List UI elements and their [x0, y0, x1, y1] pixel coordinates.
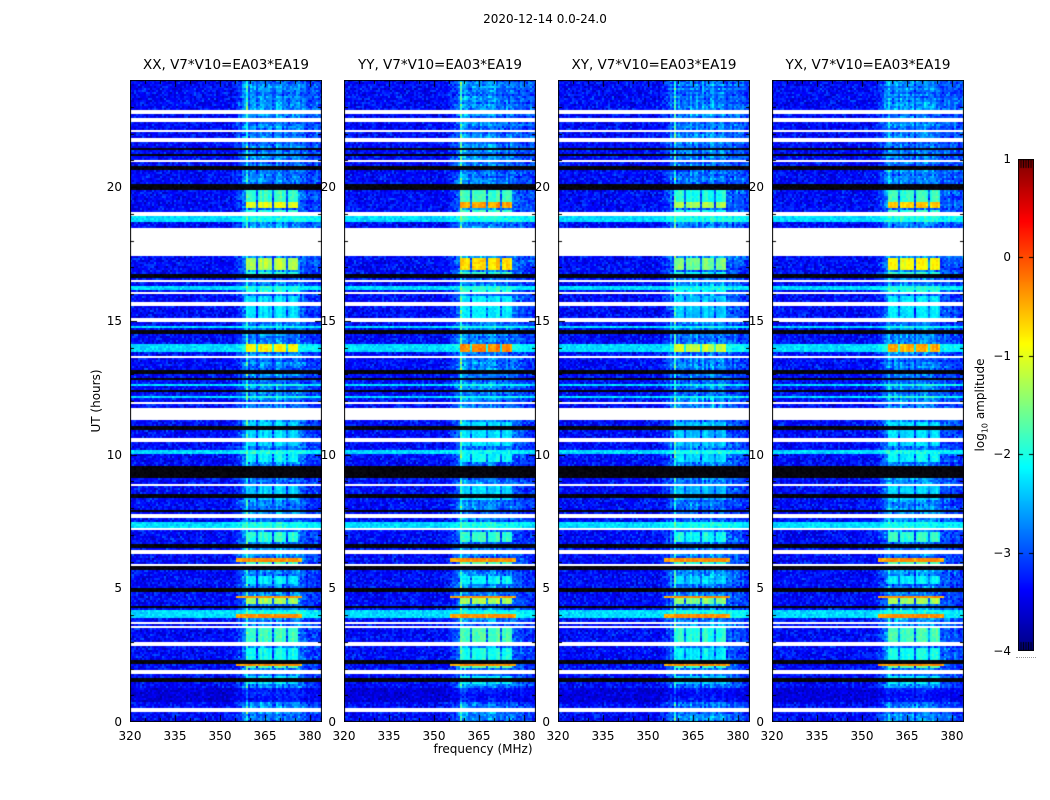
colorbar-tick-label: −3	[993, 545, 1011, 560]
figure-title: 2020-12-14 0.0-24.0	[483, 12, 607, 26]
y-tick-label: 5	[114, 581, 122, 596]
x-axis-label: frequency (MHz)	[433, 742, 533, 756]
y-tick-label: 0	[114, 715, 122, 729]
y-tick-label: 10	[320, 447, 336, 462]
y-axis-label: UT (hours)	[89, 369, 103, 433]
panel-title-yy: YY, V7*V10=EA03*EA19	[357, 57, 522, 73]
colorbar-tick-label: −1	[993, 348, 1011, 363]
x-tick-label: 380	[298, 729, 322, 743]
y-tick-label: 15	[106, 313, 122, 328]
panel-title-xx: XX, V7*V10=EA03*EA19	[142, 57, 309, 73]
y-tick-label: 15	[748, 313, 764, 328]
x-tick-label: 365	[467, 729, 491, 743]
y-tick-label: 20	[748, 180, 764, 194]
colorbar	[1018, 159, 1034, 651]
x-tick-label: 320	[332, 729, 356, 743]
x-tick-label: 335	[591, 729, 615, 743]
panel-title-yx: YX, V7*V10=EA03*EA19	[785, 57, 951, 73]
y-tick-label: 5	[542, 581, 550, 596]
x-tick-label: 320	[118, 729, 142, 743]
x-tick-label: 380	[940, 729, 964, 743]
colorbar-tick-label: 0	[1003, 250, 1011, 265]
y-tick-label: 0	[542, 715, 550, 729]
spectrogram-panel-xy	[558, 80, 750, 722]
x-tick-label: 335	[163, 729, 187, 743]
x-tick-label: 350	[636, 729, 660, 743]
y-tick-label: 5	[756, 581, 764, 596]
spectrogram-panel-yx	[772, 80, 964, 722]
y-tick-label: 0	[756, 715, 764, 729]
x-tick-label: 350	[208, 729, 232, 743]
x-tick-label: 335	[377, 729, 401, 743]
y-tick-label: 10	[106, 447, 122, 462]
y-tick-label: 10	[748, 447, 764, 462]
x-tick-label: 380	[512, 729, 536, 743]
colorbar-tick-label: −2	[993, 447, 1011, 462]
colorbar-tick-label: 1	[1003, 152, 1011, 166]
y-tick-label: 0	[328, 715, 336, 729]
y-tick-label: 15	[320, 313, 336, 328]
x-tick-label: 350	[850, 729, 874, 743]
x-tick-label: 320	[760, 729, 784, 743]
y-tick-label: 20	[320, 180, 336, 194]
panel-title-xy: XY, V7*V10=EA03*EA19	[571, 57, 737, 73]
spectrogram-panel-xx	[130, 80, 322, 722]
y-tick-label: 5	[328, 581, 336, 596]
x-tick-label: 335	[805, 729, 829, 743]
y-tick-label: 15	[534, 313, 550, 328]
colorbar-tick-label: −4	[993, 644, 1011, 658]
y-tick-label: 20	[534, 180, 550, 194]
x-tick-label: 365	[681, 729, 705, 743]
x-tick-label: 350	[422, 729, 446, 743]
x-tick-label: 380	[726, 729, 750, 743]
x-tick-label: 365	[895, 729, 919, 743]
x-tick-label: 365	[253, 729, 277, 743]
colorbar-label-suffix: amplitude	[973, 358, 987, 423]
colorbar-extend-dots	[1016, 657, 1036, 658]
y-tick-label: 20	[106, 180, 122, 194]
colorbar-label-sub: 10	[980, 422, 990, 434]
x-tick-label: 320	[546, 729, 570, 743]
spectrogram-panel-yy	[344, 80, 536, 722]
y-tick-label: 10	[534, 447, 550, 462]
